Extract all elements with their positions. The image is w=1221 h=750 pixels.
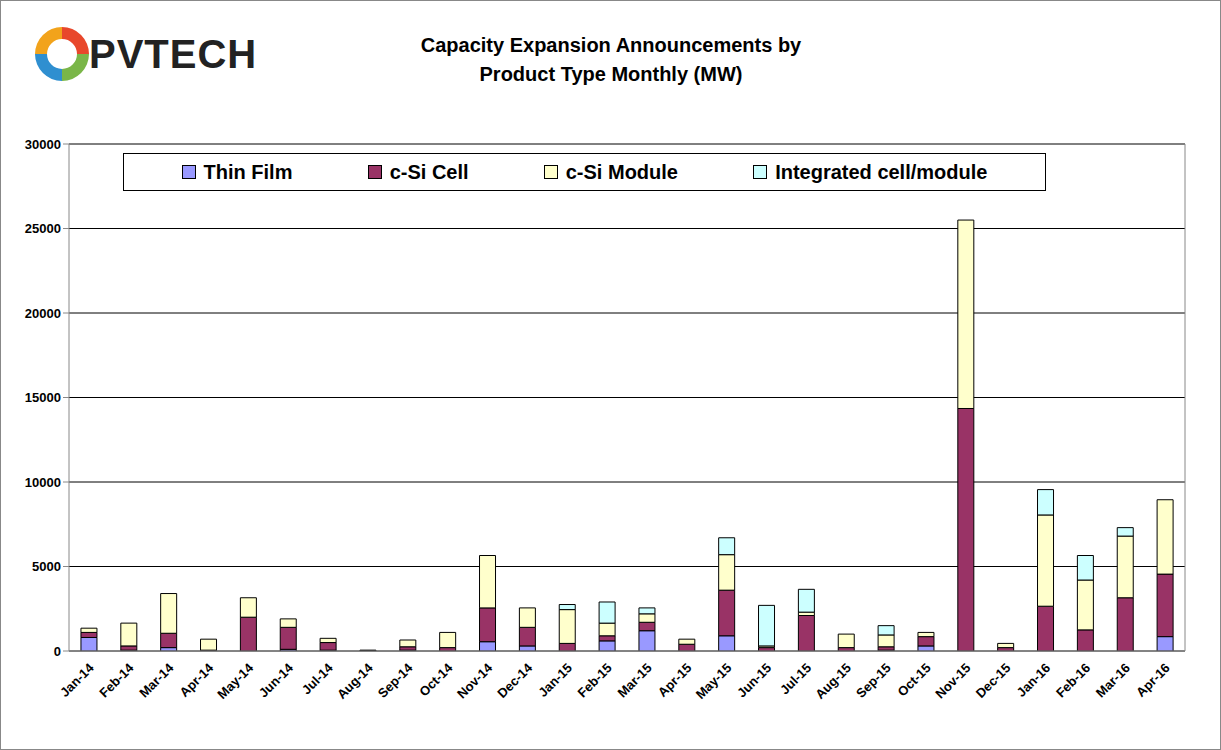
- svg-text:Jun-15: Jun-15: [734, 660, 774, 700]
- svg-text:Aug-15: Aug-15: [812, 660, 854, 702]
- svg-text:Mar-16: Mar-16: [1093, 660, 1133, 700]
- svg-text:Jun-14: Jun-14: [256, 660, 297, 701]
- svg-text:30000: 30000: [25, 137, 61, 152]
- svg-text:20000: 20000: [25, 306, 61, 321]
- svg-text:Feb-15: Feb-15: [575, 660, 615, 700]
- svg-text:10000: 10000: [25, 475, 61, 490]
- html-text:PVTECH: PVTECH: [89, 31, 258, 76]
- html-text:Integrated cell/module: Integrated cell/module: [775, 160, 988, 183]
- svg-text:May-14: May-14: [214, 660, 256, 702]
- svg-text:Sep-14: Sep-14: [375, 660, 416, 701]
- html-text:c-Si Cell: c-Si Cell: [389, 160, 469, 183]
- svg-text:0: 0: [54, 644, 61, 659]
- svg-text:Aug-14: Aug-14: [334, 660, 376, 702]
- svg-text:Mar-14: Mar-14: [136, 660, 177, 701]
- svg-text:5000: 5000: [32, 559, 61, 574]
- svg-text:Oct-14: Oct-14: [416, 660, 456, 700]
- svg-text:Oct-15: Oct-15: [894, 660, 933, 699]
- svg-text:15000: 15000: [25, 390, 61, 405]
- svg-text:Feb-16: Feb-16: [1053, 660, 1093, 700]
- svg-text:Nov-15: Nov-15: [932, 660, 973, 701]
- svg-text:Apr-14: Apr-14: [177, 660, 217, 700]
- svg-text:Jan-16: Jan-16: [1014, 660, 1054, 700]
- html-text:c-Si Module: c-Si Module: [565, 160, 678, 183]
- svg-text:Sep-15: Sep-15: [853, 660, 894, 701]
- svg-text:Jul-15: Jul-15: [777, 660, 814, 697]
- svg-text:Feb-14: Feb-14: [96, 660, 137, 701]
- svg-text:Jan-15: Jan-15: [535, 660, 575, 700]
- svg-text:Nov-14: Nov-14: [454, 660, 496, 702]
- svg-text:Jul-14: Jul-14: [299, 660, 337, 698]
- svg-text:Apr-15: Apr-15: [655, 660, 695, 700]
- html-text:Capacity Expansion Announcemen: Capacity Expansion Announcements by: [420, 34, 802, 56]
- svg-text:Dec-15: Dec-15: [973, 660, 1014, 701]
- svg-text:Mar-15: Mar-15: [614, 660, 654, 700]
- svg-text:25000: 25000: [25, 221, 61, 236]
- svg-text:Jan-14: Jan-14: [57, 660, 97, 700]
- svg-text:May-15: May-15: [693, 660, 735, 702]
- svg-text:Apr-16: Apr-16: [1133, 660, 1173, 700]
- svg-text:Dec-14: Dec-14: [494, 660, 535, 701]
- html-text:Product Type Monthly (MW): Product Type Monthly (MW): [479, 63, 743, 85]
- html-text:Thin Film: Thin Film: [203, 160, 293, 183]
